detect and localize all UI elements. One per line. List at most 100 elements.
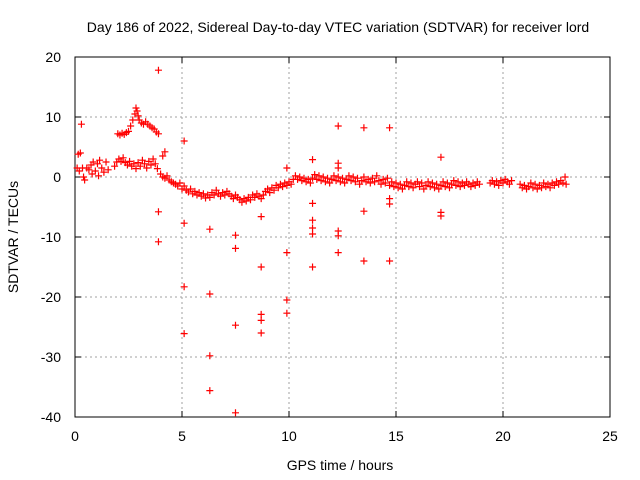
- data-point: [520, 181, 528, 189]
- data-point: [127, 122, 135, 130]
- data-point: [89, 158, 97, 166]
- data-point: [386, 124, 394, 132]
- data-point: [508, 177, 516, 185]
- data-point: [93, 160, 101, 168]
- data-point: [373, 172, 381, 180]
- y-tick-label: -20: [41, 289, 61, 305]
- data-point: [309, 224, 317, 232]
- data-point: [147, 161, 155, 169]
- data-point: [163, 172, 171, 180]
- data-point: [388, 178, 396, 186]
- data-point: [488, 177, 496, 185]
- grid: [75, 57, 610, 417]
- data-point: [309, 263, 317, 271]
- data-point: [375, 177, 383, 185]
- data-point: [153, 165, 161, 173]
- data-point: [309, 216, 317, 224]
- data-point: [149, 155, 157, 163]
- data-point: [546, 184, 554, 192]
- data-point: [505, 180, 513, 188]
- y-axis-label: SDTVAR / TECUs: [5, 181, 21, 293]
- data-point: [309, 174, 317, 182]
- data-point: [443, 179, 451, 187]
- data-point: [407, 179, 415, 187]
- data-point: [326, 179, 334, 187]
- data-point: [104, 166, 112, 174]
- data-point: [126, 157, 134, 165]
- data-point: [311, 171, 319, 179]
- data-point: [206, 352, 214, 360]
- data-point: [257, 316, 265, 324]
- data-point: [102, 158, 110, 166]
- data-point: [398, 185, 406, 193]
- data-point: [95, 172, 103, 180]
- data-point: [309, 199, 317, 207]
- data-point: [191, 187, 199, 195]
- data-point: [80, 173, 88, 181]
- data-point: [257, 310, 265, 318]
- data-point: [353, 174, 361, 182]
- data-point: [229, 195, 237, 203]
- axis-ticks: 0 5 10 15 20 25 -40 -30 -20 -10 0 10 20: [41, 49, 618, 444]
- data-point: [210, 191, 218, 199]
- y-tick-label: 20: [45, 49, 61, 65]
- data-point: [264, 185, 272, 193]
- data-point: [555, 180, 563, 188]
- data-point: [315, 172, 323, 180]
- data-point: [334, 122, 342, 130]
- data-point: [428, 179, 436, 187]
- y-tick-label: 0: [53, 169, 61, 185]
- data-point: [154, 238, 162, 246]
- y-tick-label: 10: [45, 109, 61, 125]
- data-point: [544, 180, 552, 188]
- data-point: [221, 191, 229, 199]
- data-point: [138, 156, 146, 164]
- data-point: [154, 130, 162, 138]
- data-point: [358, 177, 366, 185]
- x-tick-label: 0: [71, 428, 79, 444]
- data-point: [134, 112, 142, 120]
- data-point: [154, 66, 162, 74]
- data-point: [217, 192, 225, 200]
- data-point: [533, 185, 541, 193]
- data-point: [330, 172, 338, 180]
- data-point: [561, 173, 569, 181]
- data-point: [242, 197, 250, 205]
- data-point: [336, 178, 344, 186]
- data-point: [287, 180, 295, 188]
- data-point: [180, 330, 188, 338]
- data-point: [396, 180, 404, 188]
- data-point: [426, 183, 434, 191]
- data-point: [304, 175, 312, 183]
- data-point: [159, 152, 167, 160]
- data-point: [371, 178, 379, 186]
- data-point: [356, 180, 364, 188]
- data-point: [559, 179, 567, 187]
- data-point: [460, 181, 468, 189]
- data-point: [283, 296, 291, 304]
- data-point: [334, 173, 342, 181]
- data-point: [88, 170, 96, 178]
- data-point: [341, 179, 349, 187]
- data-point: [143, 164, 151, 172]
- data-point: [133, 107, 141, 115]
- x-tick-label: 15: [388, 428, 404, 444]
- data-point: [437, 212, 445, 220]
- data-point: [306, 179, 314, 187]
- data-point: [238, 198, 246, 206]
- data-point: [309, 230, 317, 238]
- data-point: [259, 191, 267, 199]
- x-tick-label: 25: [602, 428, 618, 444]
- data-point: [349, 173, 357, 181]
- data-point: [360, 257, 368, 265]
- data-point: [180, 182, 188, 190]
- data-point: [403, 178, 411, 186]
- data-point: [96, 156, 104, 164]
- data-point: [257, 263, 265, 271]
- data-point: [386, 257, 394, 265]
- data-point: [409, 184, 417, 192]
- data-point: [76, 149, 84, 157]
- data-point: [495, 181, 503, 189]
- data-point: [154, 208, 162, 216]
